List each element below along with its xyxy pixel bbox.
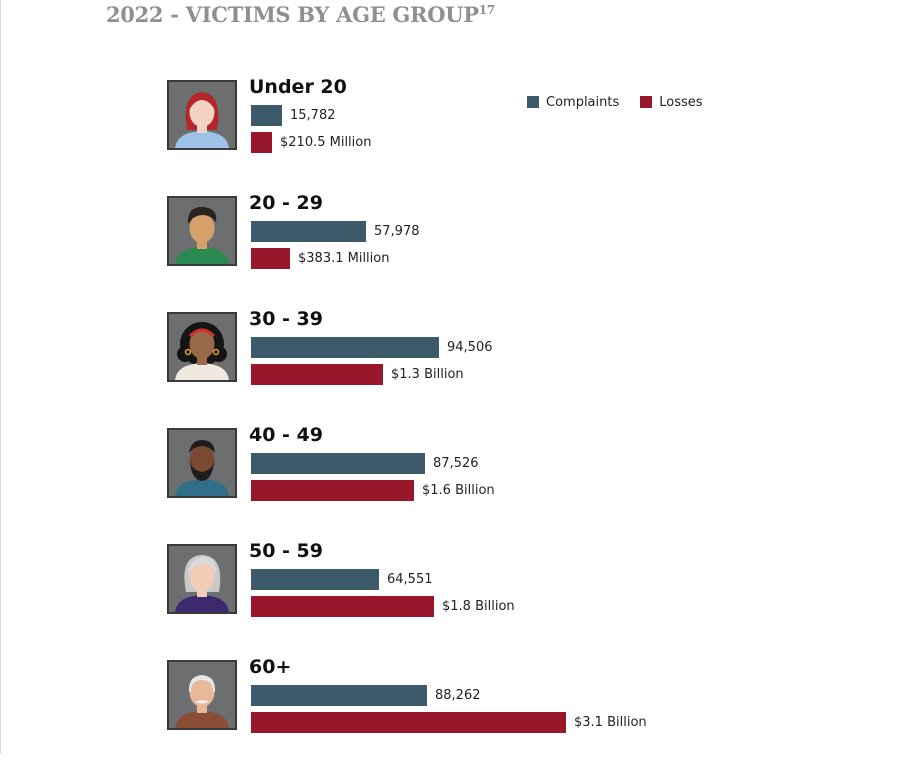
losses-bar: [251, 596, 434, 617]
age-group-label: 20 - 29: [249, 192, 323, 214]
age-group-label: 30 - 39: [249, 308, 323, 330]
complaints-value-label: 15,782: [290, 108, 336, 123]
age-group-label: 50 - 59: [249, 540, 323, 562]
losses-value-label: $3.1 Billion: [574, 715, 647, 730]
age-group-row: 20 - 29 57,978 $383.1 Million: [0, 192, 900, 312]
losses-value-label: $1.8 Billion: [442, 599, 515, 614]
complaints-value-label: 57,978: [374, 224, 420, 239]
legend-swatch-complaints: [527, 96, 539, 108]
legend-label-losses: Losses: [659, 94, 703, 110]
young-man-dark-hair-icon: [167, 196, 237, 266]
losses-value-label: $1.3 Billion: [391, 367, 464, 382]
complaints-value-label: 94,506: [447, 340, 493, 355]
legend-label-complaints: Complaints: [546, 94, 620, 110]
age-group-row: 40 - 49 87,526 $1.6 Billion: [0, 424, 900, 544]
age-group-label: 60+: [249, 656, 292, 678]
losses-bar: [251, 364, 383, 385]
complaints-bar: [251, 685, 427, 706]
losses-bar: [251, 712, 566, 733]
losses-value-label: $1.6 Billion: [422, 483, 495, 498]
title-footnote: 17: [478, 3, 495, 17]
complaints-value-label: 87,526: [433, 456, 479, 471]
woman-curly-hair-icon: [167, 312, 237, 382]
complaints-bar: [251, 221, 366, 242]
age-group-label: Under 20: [249, 76, 347, 98]
age-group-row: 60+ 88,262 $3.1 Billion: [0, 656, 900, 776]
chart-legend: Complaints Losses: [527, 94, 724, 110]
chart-title: 2022 - VICTIMS BY AGE GROUP17: [106, 2, 495, 27]
losses-bar: [251, 132, 272, 153]
bearded-man-icon: [167, 428, 237, 498]
age-group-label: 40 - 49: [249, 424, 323, 446]
losses-value-label: $210.5 Million: [280, 135, 372, 150]
complaints-bar: [251, 105, 282, 126]
legend-swatch-losses: [640, 96, 653, 108]
legend-item-complaints: Complaints: [527, 95, 619, 110]
page-left-rule: [0, 0, 1, 754]
age-group-row: 50 - 59 64,551 $1.8 Billion: [0, 540, 900, 660]
losses-bar: [251, 248, 290, 269]
elderly-man-mustache-icon: [167, 660, 237, 730]
complaints-value-label: 88,262: [435, 688, 481, 703]
losses-value-label: $383.1 Million: [298, 251, 390, 266]
legend-item-losses: Losses: [640, 94, 703, 110]
age-group-row: 30 - 39 94,506 $1.3 Billion: [0, 308, 900, 428]
complaints-bar: [251, 569, 379, 590]
age-group-row: Under 20 15,782 $210.5 Million: [0, 76, 900, 196]
complaints-bar: [251, 453, 425, 474]
complaints-bar: [251, 337, 439, 358]
young-woman-red-hair-icon: [167, 80, 237, 150]
complaints-value-label: 64,551: [387, 572, 433, 587]
gray-haired-woman-icon: [167, 544, 237, 614]
losses-bar: [251, 480, 414, 501]
